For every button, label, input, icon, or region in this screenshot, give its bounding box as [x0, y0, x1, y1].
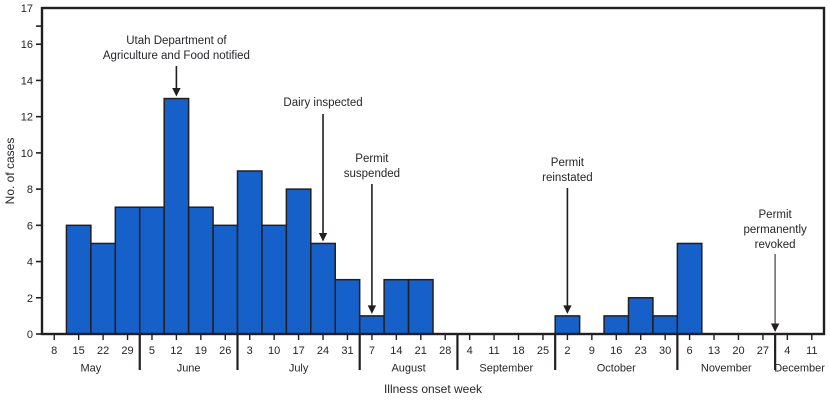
week-label: 28: [439, 345, 451, 357]
week-label: 13: [708, 345, 720, 357]
bar-may-22: [90, 242, 117, 335]
week-label: 11: [806, 345, 817, 357]
week-label: 11: [488, 345, 499, 357]
y-tick-label: 12: [21, 112, 33, 124]
month-label: December: [774, 363, 825, 375]
month-label: June: [177, 363, 201, 375]
week-label: 17: [292, 345, 304, 357]
week-label: 27: [757, 345, 769, 357]
week-label: 20: [732, 345, 744, 357]
bar-june-12: [163, 97, 190, 335]
bar-june-26: [212, 224, 239, 335]
bar-june-19: [187, 206, 214, 335]
annotation-arrowhead: [563, 305, 572, 314]
annotation-text: Permit: [355, 153, 389, 165]
bar-june-5: [139, 206, 165, 335]
week-label: 2: [564, 345, 570, 357]
week-label: 22: [97, 345, 109, 357]
annotation-arrowhead: [770, 323, 780, 332]
week-label: 9: [589, 345, 595, 357]
week-label: 4: [467, 345, 473, 357]
x-axis-title: Illness onset week: [384, 382, 483, 396]
week-label: 8: [51, 345, 57, 357]
bar-july-10: [261, 224, 288, 335]
y-tick-label: 0: [27, 329, 33, 341]
week-label: 16: [610, 345, 622, 357]
annotation-3: Permit suspended: [344, 153, 400, 314]
y-tick-label: 8: [27, 184, 33, 196]
bar-july-31: [334, 278, 361, 335]
month-label: May: [80, 363, 101, 375]
bar-october-16: [603, 315, 630, 335]
month-label: August: [391, 363, 425, 375]
annotation-text: permanently: [743, 224, 807, 236]
bar-may-29: [114, 206, 141, 335]
month-label: November: [701, 363, 752, 375]
annotation-arrowhead: [172, 88, 181, 97]
week-label: 21: [415, 345, 427, 357]
annotation-arrowhead: [367, 305, 377, 314]
annotation-text: suspended: [344, 168, 400, 180]
week-label: 3: [247, 345, 253, 357]
annotation-text: Permit: [759, 209, 793, 221]
week-label: 24: [317, 345, 329, 357]
week-label: 23: [635, 345, 647, 357]
week-label: 15: [73, 345, 85, 357]
annotation-5: Permit permanently revoked: [743, 209, 807, 332]
y-axis-title: No. of cases: [3, 138, 17, 205]
bar-august-21: [407, 278, 434, 335]
month-label: October: [597, 363, 636, 375]
bar-october-23: [627, 297, 654, 335]
week-label: 12: [170, 345, 182, 357]
y-tick-label: 14: [21, 75, 33, 87]
annotation-4: Permit reinstated: [542, 157, 593, 314]
bar-august-7: [358, 315, 385, 335]
bar-october-2: [554, 315, 581, 335]
y-tick-label: 17: [21, 3, 33, 15]
week-label: 5: [149, 345, 155, 357]
week-label: 30: [659, 345, 671, 357]
annotation-text: revoked: [755, 239, 796, 251]
bar-october-30: [652, 315, 679, 335]
month-label: September: [479, 363, 533, 375]
week-label: 25: [537, 345, 549, 357]
y-tick-label: 6: [27, 220, 33, 232]
annotation-1: Utah Department of Agriculture and Food n…: [103, 35, 250, 97]
annotation-text: Agriculture and Food notified: [103, 50, 250, 62]
week-label: 18: [512, 345, 524, 357]
annotation-arrowhead: [318, 232, 328, 242]
annotation-text: Permit: [551, 157, 585, 169]
week-label: 31: [341, 345, 353, 357]
annotation-text: Dairy inspected: [283, 97, 362, 109]
bar-july-17: [285, 188, 312, 335]
month-label: July: [289, 363, 309, 375]
week-label: 19: [195, 345, 207, 357]
y-tick-label: 16: [21, 39, 33, 51]
y-tick-label: 4: [27, 257, 33, 269]
y-tick-label: 10: [21, 148, 33, 160]
annotation-2: Dairy inspected: [283, 97, 363, 242]
week-label: 29: [121, 345, 133, 357]
week-label: 4: [784, 345, 790, 357]
y-tick-label: 2: [27, 293, 33, 305]
week-label: 6: [687, 345, 693, 357]
annotation-text: reinstated: [542, 172, 593, 184]
week-label: 14: [390, 345, 402, 357]
plot-border: [40, 6, 826, 336]
week-label: 10: [268, 345, 280, 357]
bar-july-24: [310, 242, 336, 335]
week-label: 7: [369, 345, 375, 357]
bar-august-14: [383, 278, 410, 335]
bar-may-15: [65, 224, 92, 335]
week-label: 26: [219, 345, 231, 357]
bar-july-3: [236, 170, 263, 335]
bar-november-6: [676, 242, 703, 335]
annotation-text: Utah Department of: [126, 35, 227, 47]
